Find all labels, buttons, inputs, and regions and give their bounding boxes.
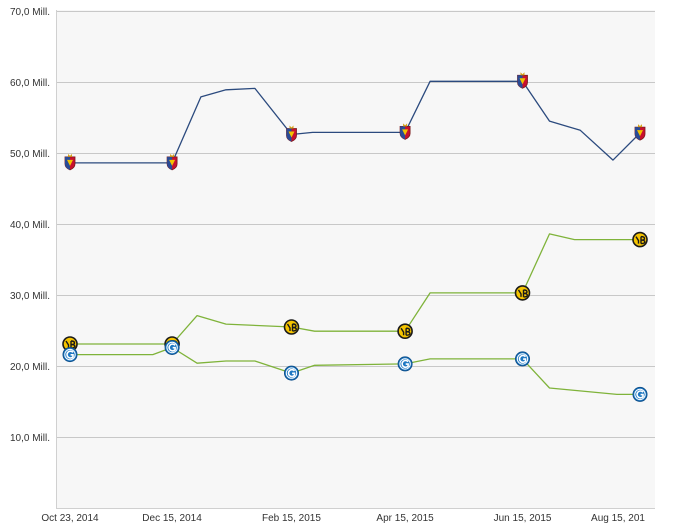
basel-crest-icon[interactable] xyxy=(517,72,528,89)
series-line-1 xyxy=(70,80,641,164)
grasshopper-crest-icon[interactable] xyxy=(284,365,299,381)
young-boys-crest-icon[interactable] xyxy=(632,231,648,248)
y-tick-label: 30,0 Mill. xyxy=(10,291,50,302)
y-tick-label: 10,0 Mill. xyxy=(10,433,50,444)
x-tick-label: Jun 15, 2015 xyxy=(494,513,552,524)
grasshopper-crest-icon[interactable] xyxy=(632,386,648,402)
grasshopper-crest-icon[interactable] xyxy=(515,351,530,367)
young-boys-crest-icon[interactable] xyxy=(397,323,413,340)
series-markers xyxy=(62,72,648,402)
x-tick-label: Apr 15, 2015 xyxy=(376,513,434,524)
basel-crest-icon[interactable] xyxy=(634,124,646,141)
y-tick-label: 70,0 Mill. xyxy=(10,7,50,18)
y-axis: 10,0 Mill. 20,0 Mill. 30,0 Mill. 40,0 Mill.… xyxy=(10,7,50,444)
x-tick-label: Aug 15, 201 xyxy=(591,513,645,524)
y-tick-label: 60,0 Mill. xyxy=(10,78,50,89)
grasshopper-crest-icon[interactable] xyxy=(62,347,78,363)
basel-crest-icon[interactable] xyxy=(64,153,76,171)
y-tick-label: 50,0 Mill. xyxy=(10,149,50,160)
y-tick-label: 20,0 Mill. xyxy=(10,362,50,373)
x-tick-label: Oct 23, 2014 xyxy=(41,513,99,524)
grasshopper-crest-icon[interactable] xyxy=(397,356,413,372)
x-tick-label: Feb 15, 2015 xyxy=(262,513,321,524)
young-boys-crest-icon[interactable] xyxy=(283,319,300,335)
series-line-2 xyxy=(70,233,640,345)
x-tick-label: Dec 15, 2014 xyxy=(142,513,202,524)
young-boys-crest-icon[interactable] xyxy=(514,285,531,301)
x-axis: Oct 23, 2014 Dec 15, 2014 Feb 15, 2015 Apr … xyxy=(41,513,645,524)
y-tick-label: 40,0 Mill. xyxy=(10,220,50,231)
basel-crest-icon[interactable] xyxy=(286,125,297,142)
gridlines xyxy=(56,10,655,509)
basel-crest-icon[interactable] xyxy=(166,153,178,171)
plot-area xyxy=(56,10,655,508)
grasshopper-crest-icon[interactable] xyxy=(164,340,180,355)
basel-crest-icon[interactable] xyxy=(399,123,411,140)
